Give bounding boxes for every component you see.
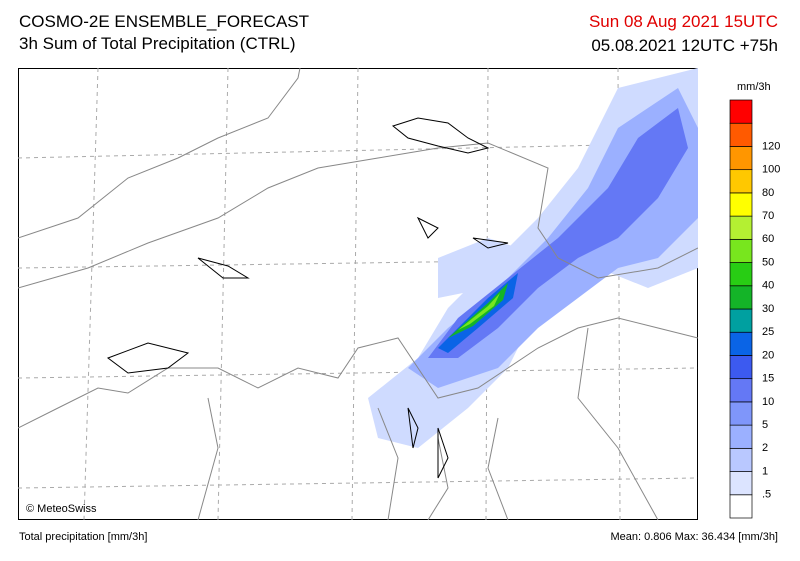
- colorbar-box: [729, 169, 753, 194]
- colorbar-box: [729, 331, 753, 356]
- colorbar-box: [729, 122, 753, 147]
- colorbar-box: [729, 238, 753, 263]
- map: © MeteoSwiss: [18, 68, 698, 520]
- colorbar-unit: mm/3h: [737, 81, 771, 93]
- colorbar-label: 1: [762, 465, 768, 477]
- colorbar-box: [729, 494, 753, 519]
- colorbar-box: [729, 262, 753, 287]
- borders: [18, 68, 698, 520]
- colorbar-box: [729, 378, 753, 403]
- footer-left: Total precipitation [mm/3h]: [19, 531, 148, 543]
- colorbar-label: 10: [762, 396, 774, 408]
- run-time: 05.08.2021 12UTC +75h: [591, 36, 778, 55]
- colorbar-box: [729, 215, 753, 240]
- colorbar-box: [729, 471, 753, 496]
- map-frame: [18, 68, 698, 520]
- colorbar-label: 25: [762, 326, 774, 338]
- colorbar-label: 15: [762, 373, 774, 385]
- colorbar-label: 70: [762, 210, 774, 222]
- colorbar-label: 2: [762, 442, 768, 454]
- colorbar-box: [729, 285, 753, 310]
- colorbar-label: 20: [762, 349, 774, 361]
- colorbar-label: 120: [762, 140, 780, 152]
- colorbar-box: [729, 401, 753, 426]
- colorbar-box: [729, 447, 753, 472]
- colorbar-label: 50: [762, 256, 774, 268]
- colorbar-box: [729, 308, 753, 333]
- colorbar-label: 100: [762, 164, 780, 176]
- colorbar-box: [729, 355, 753, 380]
- valid-time: Sun 08 Aug 2021 15UTC: [588, 12, 778, 31]
- colorbar-box: [729, 99, 753, 124]
- lakes: [106, 117, 509, 479]
- colorbar-box: [729, 192, 753, 217]
- colorbar-label: 80: [762, 187, 774, 199]
- colorbar-label: 60: [762, 233, 774, 245]
- colorbar-box: [729, 146, 753, 171]
- credit: © MeteoSwiss: [26, 503, 97, 515]
- precip-core: [438, 273, 518, 353]
- subtitle: 3h Sum of Total Precipitation (CTRL): [19, 34, 296, 53]
- footer-right: Mean: 0.806 Max: 36.434 [mm/3h]: [610, 531, 778, 543]
- colorbar-label: 40: [762, 280, 774, 292]
- colorbar-label: .5: [762, 489, 771, 501]
- colorbar-label: 5: [762, 419, 768, 431]
- title: COSMO-2E ENSEMBLE_FORECAST: [19, 12, 310, 31]
- colorbar-box: [729, 424, 753, 449]
- colorbar-label: 30: [762, 303, 774, 315]
